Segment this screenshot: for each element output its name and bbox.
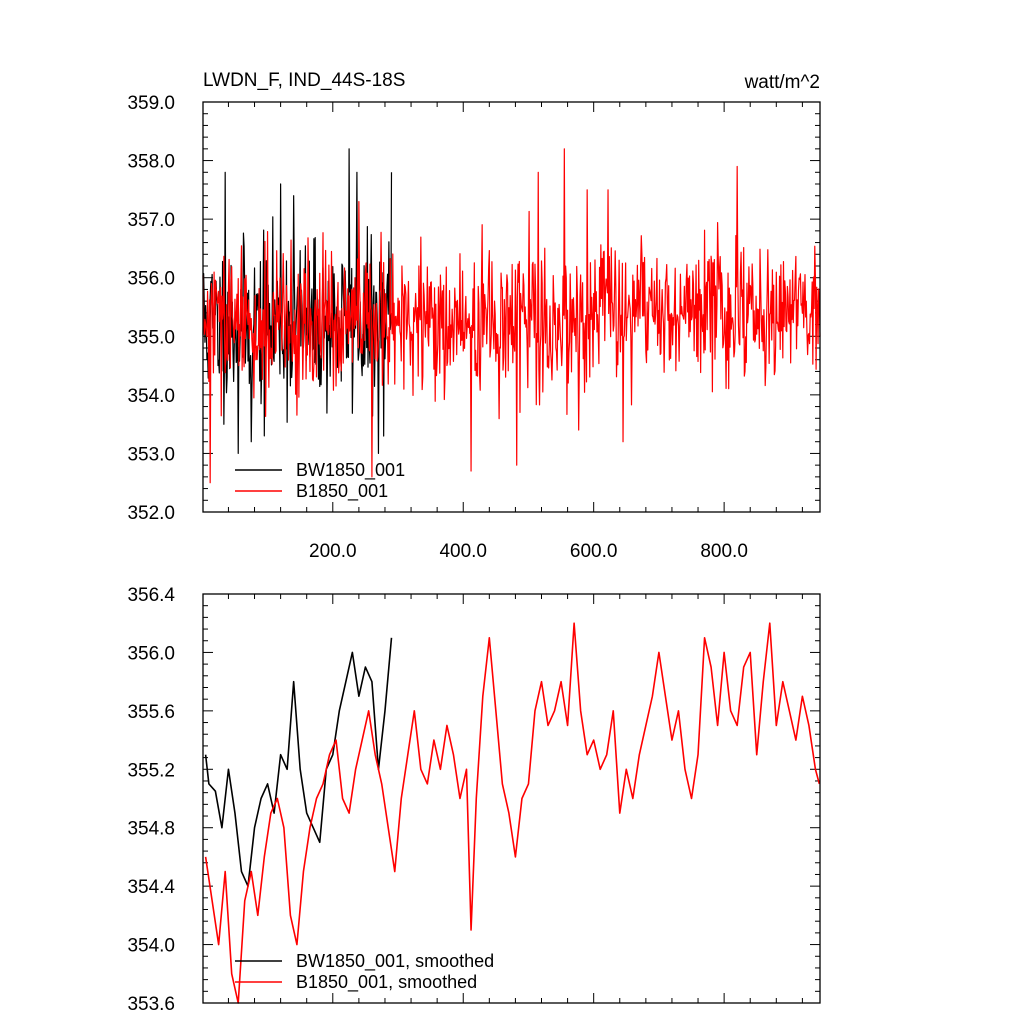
y-tick-label: 357.0 [127, 210, 175, 231]
top-axis-ticks: 352.0 353.0 354.0 355.0 356.0 357.0 358.0 359.0… [127, 93, 820, 562]
bottom-plot-lines [204, 622, 821, 1004]
y-tick-label: 353.0 [127, 444, 175, 465]
bottom-legend: BW1850_001, smoothed B1850_001, smoothed [235, 951, 494, 993]
y-tick-label: 356.0 [127, 643, 175, 664]
x-tick-label: 800.0 [700, 541, 748, 562]
y-tick-label: 354.4 [127, 877, 175, 898]
y-tick-label: 355.2 [127, 760, 175, 781]
x-tick-label: 400.0 [439, 541, 487, 562]
x-tick-label: 200.0 [309, 541, 357, 562]
y-tick-label: 354.8 [127, 819, 175, 840]
series-line-bw1850-001-smoothed [204, 637, 393, 887]
legend-label-bw1850: BW1850_001 [296, 460, 405, 481]
y-tick-label: 354.0 [127, 386, 175, 407]
bottom-axis-ticks: 353.6 354.0 354.4 354.8 355.2 355.6 356.0 356.4 [127, 585, 820, 1015]
series-line-b1850-001 [202, 148, 821, 484]
y-tick-label: 359.0 [127, 93, 175, 114]
top-plot-lines [202, 148, 821, 484]
legend-label-b1850-smoothed: B1850_001, smoothed [296, 972, 477, 993]
y-tick-label: 354.0 [127, 936, 175, 957]
top-panel-units: watt/m^2 [744, 72, 820, 93]
y-tick-label: 355.6 [127, 702, 175, 723]
bottom-plot-frame [202, 593, 821, 1004]
y-tick-label: 356.4 [127, 585, 175, 606]
top-legend: BW1850_001 B1850_001 [235, 460, 405, 502]
y-tick-label: 358.0 [127, 152, 175, 173]
y-tick-label: 353.6 [127, 994, 175, 1015]
x-tick-label: 600.0 [570, 541, 618, 562]
series-line-b1850-001-smoothed [204, 622, 821, 1004]
top-plot-frame [202, 101, 821, 513]
top-panel-title: LWDN_F, IND_44S-18S [203, 70, 405, 91]
y-tick-label: 355.0 [127, 327, 175, 348]
legend-label-bw1850-smoothed: BW1850_001, smoothed [296, 951, 494, 972]
legend-label-b1850: B1850_001 [296, 481, 388, 502]
y-tick-label: 352.0 [127, 503, 175, 524]
bottom-panel: 353.6 354.0 354.4 354.8 355.2 355.6 356.0 356.4… [127, 585, 821, 1015]
y-tick-label: 356.0 [127, 269, 175, 290]
top-panel: LWDN_F, IND_44S-18S watt/m^2 352.0353.03… [127, 70, 821, 562]
